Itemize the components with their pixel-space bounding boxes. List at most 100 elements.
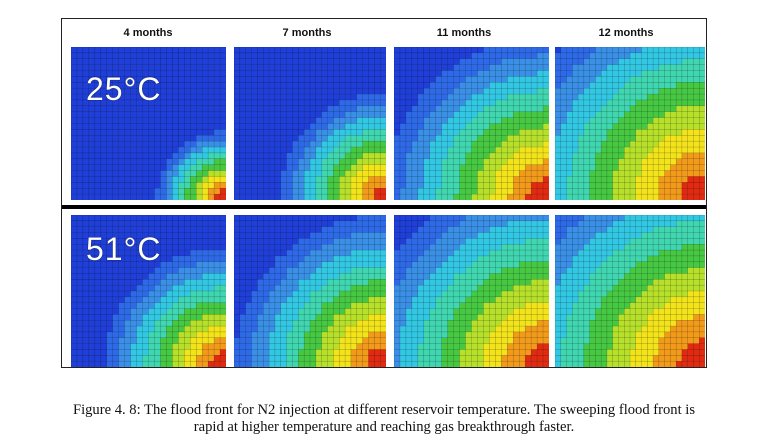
grid-cell <box>178 105 185 113</box>
grid-cell <box>507 152 514 160</box>
grid-cell <box>379 58 386 66</box>
column-label-12-months: 12 months <box>598 27 654 39</box>
grid-cell <box>566 117 573 124</box>
grid-cell <box>100 308 108 315</box>
grid-cell <box>411 355 419 362</box>
grid-cell <box>362 337 369 345</box>
grid-cell <box>76 123 84 130</box>
grid-cell <box>577 105 585 113</box>
grid-cell <box>489 70 496 77</box>
grid-cell <box>495 215 502 222</box>
grid-cell <box>507 87 514 95</box>
grid-cell <box>234 308 241 315</box>
grid-cell <box>664 111 671 119</box>
grid-cell <box>429 215 437 222</box>
grid-cell <box>555 193 562 200</box>
grid-cell <box>699 176 705 183</box>
grid-cell <box>268 331 276 339</box>
grid-cell <box>213 360 221 367</box>
grid-cell <box>394 105 401 113</box>
grid-cell <box>94 117 102 124</box>
grid-cell <box>292 337 299 345</box>
grid-cell <box>245 140 252 148</box>
grid-cell <box>417 140 425 148</box>
grid-cell <box>362 325 369 333</box>
grid-cell <box>495 82 502 89</box>
grid-cell <box>100 129 108 136</box>
grid-cell <box>572 267 579 274</box>
grid-cell <box>417 331 425 339</box>
grid-cell <box>268 99 276 107</box>
grid-cell <box>166 64 173 71</box>
grid-cell <box>501 176 508 183</box>
grid-cell <box>600 244 608 251</box>
grid-cell <box>118 140 126 148</box>
grid-cell <box>286 170 293 177</box>
grid-cell <box>274 47 282 54</box>
grid-cell <box>213 140 221 148</box>
grid-cell <box>309 70 317 77</box>
grid-cell <box>339 284 346 292</box>
grid-cell <box>453 232 460 239</box>
grid-cell <box>184 182 191 189</box>
grid-cell <box>219 87 226 95</box>
grid-cell <box>687 170 694 177</box>
grid-cell <box>681 146 689 154</box>
grid-cell <box>239 355 247 362</box>
grid-cell <box>507 215 514 222</box>
grid-cell <box>142 320 149 327</box>
grid-cell <box>339 176 346 183</box>
grid-cell <box>207 279 215 286</box>
grid-cell <box>286 82 293 89</box>
grid-cell <box>411 47 419 54</box>
grid-cell <box>600 220 608 228</box>
grid-cell <box>213 331 221 339</box>
grid-cell <box>513 64 520 71</box>
grid-cell <box>251 302 258 309</box>
grid-cell <box>399 255 407 263</box>
grid-cell <box>71 279 78 286</box>
grid-cell <box>411 320 419 327</box>
grid-cell <box>178 220 185 228</box>
grid-cell <box>495 152 502 160</box>
grid-cell <box>681 52 689 60</box>
grid-cell <box>166 129 173 136</box>
grid-cell <box>142 284 149 292</box>
grid-cell <box>251 244 258 251</box>
grid-cell <box>453 273 460 280</box>
grid-cell <box>71 320 78 327</box>
grid-cell <box>513 261 520 269</box>
grid-cell <box>624 47 631 54</box>
grid-cell <box>465 343 472 350</box>
grid-cell <box>82 129 90 136</box>
grid-cell <box>589 261 596 269</box>
grid-cell <box>693 52 700 60</box>
grid-cell <box>286 308 293 315</box>
grid-cell <box>618 182 625 189</box>
grid-cell <box>245 135 252 142</box>
grid-cell <box>441 314 449 321</box>
grid-cell <box>417 255 425 263</box>
grid-cell <box>441 343 449 350</box>
grid-cell <box>647 193 654 200</box>
grid-cell <box>356 176 364 183</box>
grid-cell <box>658 70 666 77</box>
grid-cell <box>572 170 579 177</box>
grid-cell <box>368 70 375 77</box>
grid-cell <box>298 111 305 119</box>
grid-cell <box>572 188 579 195</box>
grid-cell <box>687 176 694 183</box>
grid-cell <box>142 176 149 183</box>
grid-cell <box>100 64 108 71</box>
grid-cell <box>566 152 573 160</box>
grid-cell <box>513 279 520 286</box>
grid-cell <box>88 146 96 154</box>
grid-cell <box>234 343 241 350</box>
grid-cell <box>239 331 247 339</box>
grid-cell <box>350 182 358 189</box>
grid-cell <box>483 99 490 107</box>
grid-cell <box>675 99 683 107</box>
grid-cell <box>624 93 631 101</box>
grid-cell <box>435 64 443 71</box>
grid-cell <box>577 87 585 95</box>
